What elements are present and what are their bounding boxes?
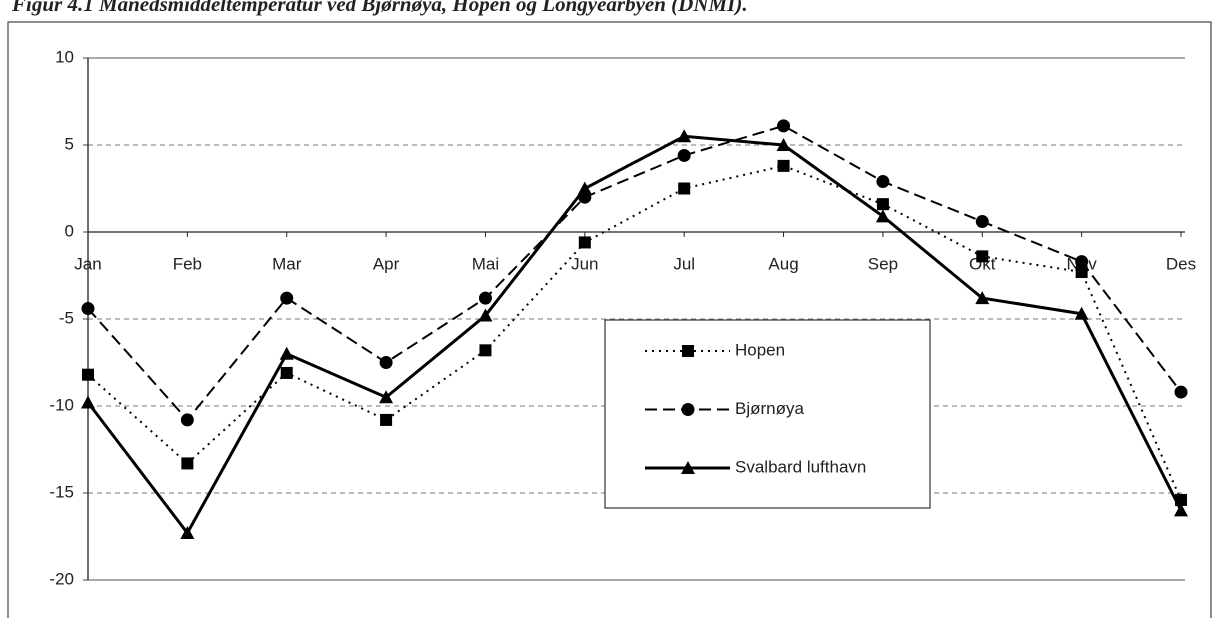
marker: [976, 250, 989, 263]
y-tick-label: -10: [49, 395, 74, 414]
marker: [379, 356, 393, 369]
marker: [478, 291, 492, 305]
x-tick-label: Mai: [472, 254, 499, 273]
marker: [379, 390, 394, 404]
marker: [1075, 255, 1089, 269]
marker: [1174, 503, 1188, 517]
marker: [776, 138, 791, 151]
marker: [479, 344, 492, 357]
x-tick-label: Aug: [768, 254, 798, 273]
marker: [82, 368, 94, 381]
marker: [876, 198, 889, 211]
legend: Hopen Bjørnøya Svalbard lufthavn: [604, 319, 931, 509]
y-tick-label: -20: [49, 569, 74, 588]
series-line: [86, 134, 1183, 536]
marker: [678, 182, 691, 195]
marker: [280, 366, 293, 379]
marker: [81, 302, 95, 316]
marker: [876, 175, 890, 189]
x-tick-label: Okt: [969, 254, 996, 273]
marker: [279, 346, 294, 360]
x-tick-label: Apr: [373, 254, 400, 273]
x-tick-label: Des: [1166, 254, 1196, 273]
legend-marker: [681, 403, 695, 416]
marker: [181, 457, 194, 470]
y-tick-label: -5: [59, 308, 74, 327]
marker: [875, 209, 890, 223]
marker: [280, 291, 294, 305]
legend-marker: [681, 461, 695, 474]
x-tick-label: Mar: [272, 254, 302, 273]
legend-marker: [682, 345, 694, 357]
legend-label: Bjørnøya: [735, 399, 805, 418]
x-tick-label: Feb: [173, 254, 202, 273]
marker: [677, 129, 692, 143]
x-tick-label: Jun: [571, 254, 598, 273]
x-tick-label: Jan: [74, 254, 101, 273]
marker: [478, 308, 493, 322]
marker: [180, 413, 194, 427]
chart-frame: [7, 21, 1212, 618]
y-tick-label: -15: [49, 482, 74, 501]
marker: [1174, 385, 1188, 399]
marker: [578, 236, 591, 249]
legend-label: Svalbard lufthavn: [735, 457, 866, 476]
marker: [677, 148, 691, 162]
marker: [180, 526, 195, 540]
series-line: [87, 164, 1182, 501]
marker: [577, 181, 592, 195]
legend-label: Hopen: [735, 340, 785, 359]
series-line: [87, 124, 1182, 422]
marker: [975, 215, 989, 229]
marker: [1074, 306, 1089, 320]
marker: [380, 413, 393, 426]
x-tick-label: Jul: [673, 254, 695, 273]
y-tick-label: 5: [65, 134, 74, 153]
marker: [777, 119, 791, 133]
chart-title: Figur 4.1 Månedsmiddeltemperatur ved Bjø…: [11, 0, 748, 16]
marker: [81, 395, 95, 409]
x-tick-label: Sep: [868, 254, 898, 273]
y-tick-label: 0: [65, 221, 74, 240]
y-tick-label: 10: [55, 47, 74, 66]
marker: [1075, 266, 1088, 279]
marker: [975, 291, 990, 305]
marker: [777, 159, 790, 172]
